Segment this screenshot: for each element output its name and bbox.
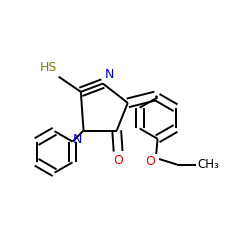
Text: HS: HS [40, 61, 57, 74]
Text: N: N [73, 133, 82, 146]
Text: N: N [104, 68, 114, 81]
Text: CH₃: CH₃ [198, 158, 220, 171]
Text: O: O [145, 156, 155, 168]
Text: O: O [113, 154, 123, 167]
